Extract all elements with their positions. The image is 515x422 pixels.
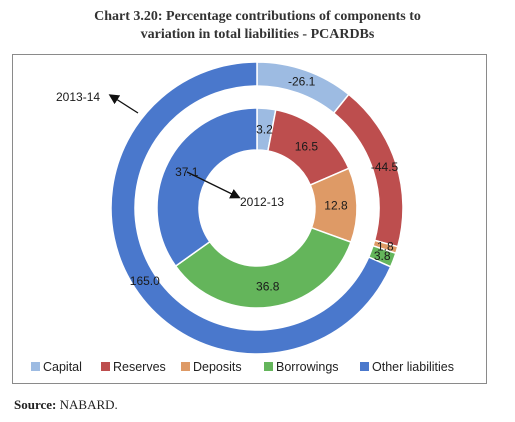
ring-arrow-2012-13 (186, 171, 241, 199)
slice-label-inner-reserves: 16.5 (295, 139, 319, 153)
slice-label-inner-deposits: 12.8 (324, 199, 348, 213)
slice-inner-borrowings (174, 226, 352, 309)
slice-label-outer-deposits: 1.8 (377, 240, 394, 254)
legend-swatch-reserves (101, 362, 110, 371)
slice-label-outer-capital: -26.1 (288, 75, 316, 89)
source-text: NABARD. (59, 397, 118, 412)
slice-label-outer-borrowings: 3.8 (374, 249, 391, 263)
ring-label-2013-14: 2013-14 (56, 90, 100, 104)
legend-swatch-capital (31, 362, 40, 371)
ring-label-2012-13: 2012-13 (240, 195, 284, 209)
source-note: Source: NABARD. (14, 397, 118, 413)
legend-swatch-other-liabilities (360, 362, 369, 371)
legend-swatch-deposits (181, 362, 190, 371)
legend-label-other-liabilities: Other liabilities (372, 360, 454, 374)
slice-label-outer-reserves: -44.5 (371, 160, 399, 174)
chart-title-line-1: Chart 3.20: Percentage contributions of … (94, 9, 421, 24)
slice-outer-other-liabilities (110, 61, 392, 355)
slice-label-inner-capital: 3.2 (256, 122, 273, 136)
legend-label-deposits: Deposits (193, 360, 242, 374)
legend-label-capital: Capital (43, 360, 82, 374)
legend-swatch-borrowings (264, 362, 273, 371)
ring-2012-13 (156, 107, 358, 309)
source-label: Source: (14, 397, 57, 412)
chart-title: Chart 3.20: Percentage contributions of … (0, 8, 515, 44)
legend-label-reserves: Reserves (113, 360, 166, 374)
slice-label-inner-borrowings: 36.8 (256, 279, 280, 293)
legend-label-borrowings: Borrowings (276, 360, 339, 374)
slice-label-outer-other-liabilities: 165.0 (130, 274, 160, 288)
legend: Capital Reserves Deposits Borrowings Other l… (31, 360, 454, 374)
chart-title-line-2: variation in total liabilities - PCARDBs (140, 27, 375, 42)
slice-inner-other-liabilities (156, 107, 258, 268)
chart-frame (12, 54, 487, 384)
ring-2013-14 (110, 61, 404, 355)
ring-arrow-2013-14 (108, 94, 139, 114)
